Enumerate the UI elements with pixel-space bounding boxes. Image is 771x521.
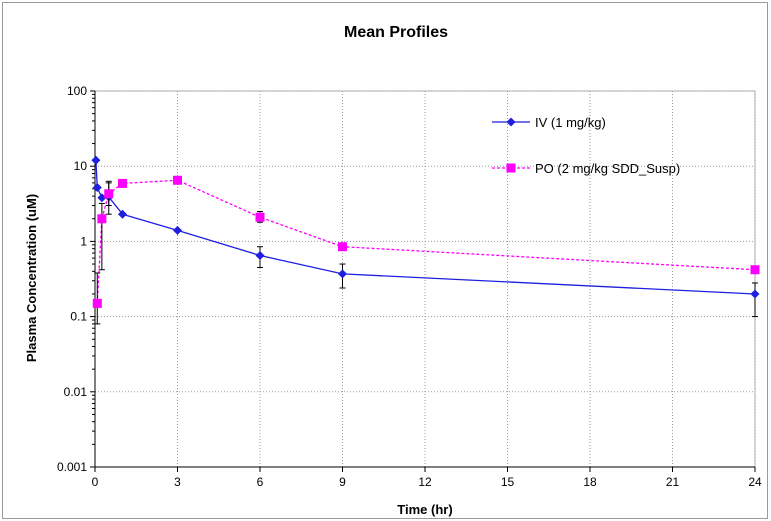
series-1 <box>91 155 760 318</box>
y-tick-label: 0.001 <box>57 460 87 474</box>
data-point <box>255 212 265 222</box>
legend-label: PO (2 mg/kg SDD_Susp) <box>535 161 680 176</box>
legend-item-1: IV (1 mg/kg) <box>492 115 606 130</box>
x-tick-label: 24 <box>748 475 762 489</box>
y-tick-label: 0.1 <box>70 310 87 324</box>
data-point <box>173 175 182 185</box>
data-point <box>750 265 760 275</box>
data-point <box>97 193 107 203</box>
data-point <box>91 155 101 165</box>
series-2 <box>92 175 760 325</box>
plot-area <box>91 155 760 325</box>
series-line <box>96 179 756 304</box>
chart-title: Mean Profiles <box>344 24 448 41</box>
legend: IV (1 mg/kg) PO (2 mg/kg SDD_Susp) <box>492 115 680 176</box>
x-tick-label: 9 <box>339 475 346 489</box>
x-tick-label: 18 <box>583 475 597 489</box>
data-point <box>92 183 102 193</box>
data-point <box>118 209 127 219</box>
data-point <box>173 225 182 235</box>
data-point <box>338 269 347 279</box>
x-tick-label: 12 <box>418 475 432 489</box>
y-tick-label: 100 <box>67 84 87 98</box>
data-point <box>104 189 114 199</box>
y-axis-label: Plasma Concentration (uM) <box>24 194 39 362</box>
legend-item-2: PO (2 mg/kg SDD_Susp) <box>492 161 680 176</box>
x-tick-label: 6 <box>257 475 264 489</box>
plot-area-border <box>94 90 756 468</box>
y-tick-label: 1 <box>80 234 87 248</box>
x-tick-label: 21 <box>666 475 680 489</box>
y-tick-label: 0.01 <box>64 385 88 399</box>
x-tick-label: 15 <box>501 475 515 489</box>
axes <box>90 90 756 472</box>
tick-labels: 0 3 6 9 12 15 18 21 24 0.001 0.01 0.1 1 10 100 <box>57 84 762 489</box>
error-bar <box>94 272 101 325</box>
x-tick-label: 0 <box>92 475 99 489</box>
data-point <box>255 250 265 260</box>
data-point <box>97 214 107 224</box>
legend-swatch-marker <box>506 117 516 127</box>
data-point <box>338 242 347 252</box>
data-point <box>92 298 102 308</box>
error-bar <box>752 282 758 318</box>
legend-swatch-marker <box>506 163 516 173</box>
data-point <box>118 178 127 188</box>
y-tick-label: 10 <box>74 159 88 173</box>
x-axis-label: Time (hr) <box>397 502 452 517</box>
grid-lines <box>94 90 756 468</box>
series-line <box>95 160 756 295</box>
data-point <box>750 289 760 299</box>
legend-label: IV (1 mg/kg) <box>535 115 606 130</box>
x-tick-label: 3 <box>174 475 181 489</box>
